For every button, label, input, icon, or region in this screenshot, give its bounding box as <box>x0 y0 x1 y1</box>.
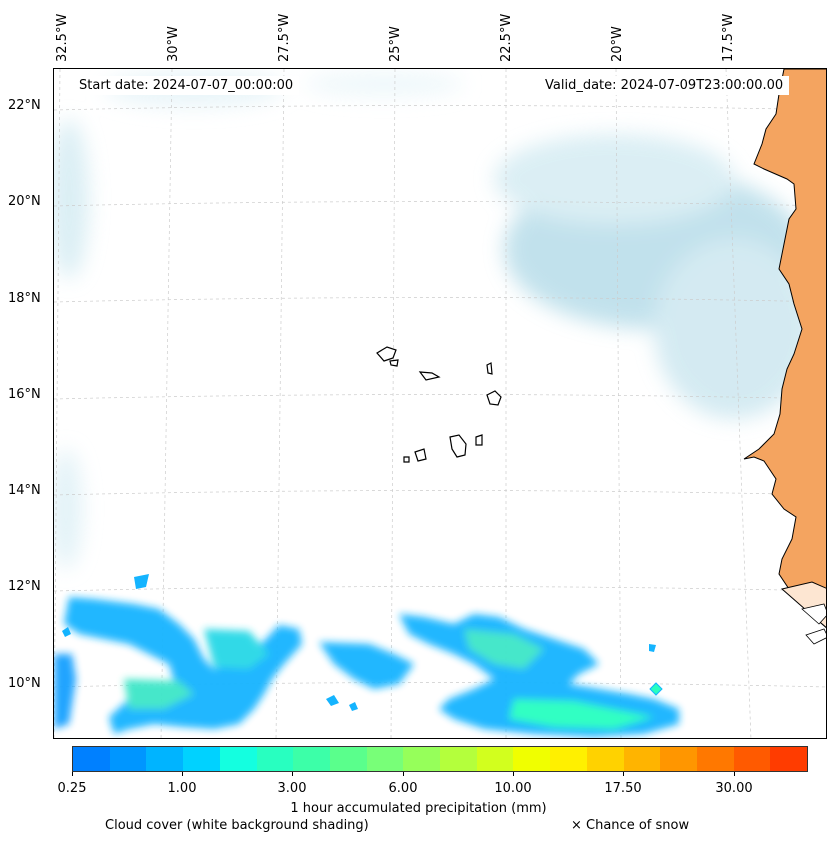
colorbar-swatch-0 <box>73 747 110 771</box>
colorbar-swatch-16 <box>660 747 697 771</box>
cape-verde-islands <box>376 346 502 463</box>
lon-label-32-5w: 32.5°W <box>55 13 70 62</box>
colorbar-tick-3-00: 3.00 <box>277 781 307 796</box>
lon-label-27-5w: 27.5°W <box>277 13 292 62</box>
colorbar-tickmark <box>734 772 735 776</box>
valid-date-label: Valid_date: 2024-07-09T23:00:00.00 <box>539 76 790 95</box>
colorbar-swatch-5 <box>256 747 294 771</box>
colorbar-tickmark <box>513 772 514 776</box>
colorbar-tick-0-25: 0.25 <box>57 781 87 796</box>
lon-label-22-5w: 22.5°W <box>499 13 514 62</box>
colorbar-swatch-3 <box>183 747 220 771</box>
colorbar-tickmark <box>72 772 73 776</box>
colorbar-tick-10-00: 10.00 <box>494 781 532 796</box>
colorbar-tick-1-00: 1.00 <box>167 781 197 796</box>
cloud-cover-shading <box>54 71 814 569</box>
colorbar-tickmark <box>623 772 624 776</box>
lat-label-22n: 22°N <box>8 98 41 113</box>
colorbar-tickmark <box>403 772 404 776</box>
colorbar-swatch-18 <box>733 747 771 771</box>
lat-label-12n: 12°N <box>8 579 41 594</box>
map-panel[interactable] <box>53 68 827 739</box>
colorbar-swatch-19 <box>770 747 808 771</box>
colorbar-swatch-12 <box>513 747 551 771</box>
colorbar-swatch-17 <box>696 747 734 771</box>
colorbar-swatch-2 <box>146 747 184 771</box>
lat-label-16n: 16°N <box>8 387 41 402</box>
colorbar-tickmark <box>292 772 293 776</box>
colorbar-swatch-8 <box>366 747 404 771</box>
lon-label-30w: 30°W <box>166 26 181 62</box>
lon-label-25w: 25°W <box>388 26 403 62</box>
colorbar-swatch-14 <box>586 747 624 771</box>
colorbar-swatch-10 <box>440 747 477 771</box>
colorbar-swatch-6 <box>293 747 330 771</box>
colorbar-tick-6-00: 6.00 <box>388 781 418 796</box>
lat-label-10n: 10°N <box>8 676 41 691</box>
colorbar-swatch-13 <box>550 747 587 771</box>
lat-label-20n: 20°N <box>8 194 41 209</box>
start-date-label: Start date: 2024-07-07_00:00:00 <box>73 76 300 95</box>
snow-chance-note: × Chance of snow <box>571 818 690 833</box>
cloud-cover-note: Cloud cover (white background shading) <box>105 818 369 833</box>
colorbar-tickmark <box>182 772 183 776</box>
colorbar-label: 1 hour accumulated precipitation (mm) <box>290 801 547 816</box>
colorbar-swatch-11 <box>476 747 514 771</box>
africa-landmass <box>743 69 826 645</box>
colorbar-swatch-7 <box>329 747 367 771</box>
colorbar-tick-30-00: 30.00 <box>715 781 753 796</box>
colorbar-swatch-15 <box>623 747 661 771</box>
map-canvas <box>54 69 826 738</box>
colorbar-tick-17-50: 17.50 <box>604 781 642 796</box>
lon-label-17-5w: 17.5°W <box>721 13 736 62</box>
lat-label-14n: 14°N <box>8 483 41 498</box>
precipitation-colorbar <box>72 746 808 772</box>
precipitation-areas <box>54 574 679 737</box>
colorbar-swatch-1 <box>109 747 147 771</box>
colorbar-swatch-9 <box>403 747 441 771</box>
colorbar-swatch-4 <box>219 747 257 771</box>
lon-label-20w: 20°W <box>610 26 625 62</box>
lat-label-18n: 18°N <box>8 291 41 306</box>
